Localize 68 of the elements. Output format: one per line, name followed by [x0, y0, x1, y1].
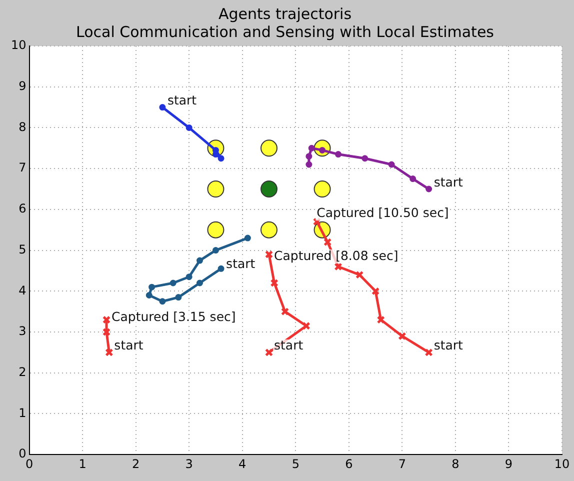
y-tick-label: 6 — [18, 202, 26, 216]
point — [146, 292, 152, 298]
y-tick-label: 0 — [18, 446, 26, 461]
y-tick-label: 7 — [18, 160, 26, 175]
y-tick-label: 2 — [18, 365, 26, 380]
point — [212, 247, 219, 254]
x-tick-label: 3 — [185, 456, 193, 471]
point — [308, 144, 315, 152]
point — [218, 265, 224, 272]
annotation: start — [434, 338, 464, 353]
x-tick-label: 6 — [345, 456, 353, 471]
point — [186, 274, 192, 280]
point — [410, 176, 416, 182]
x-tick-label: 7 — [398, 456, 406, 471]
point — [335, 151, 342, 158]
point — [207, 221, 224, 238]
annotation: start — [226, 256, 256, 271]
point — [270, 278, 278, 288]
point — [376, 316, 385, 324]
x-tick-label: 1 — [78, 456, 86, 471]
point — [371, 287, 380, 296]
point — [260, 180, 278, 198]
point — [314, 180, 331, 198]
x-tick-label: 10 — [554, 456, 570, 471]
point — [175, 294, 182, 301]
point — [280, 308, 290, 316]
y-tick-label: 9 — [18, 78, 26, 93]
point — [355, 270, 364, 279]
y-tick-label: 3 — [18, 324, 26, 338]
point — [159, 298, 166, 305]
point — [244, 234, 251, 242]
point — [260, 140, 278, 157]
annotation: start — [434, 174, 464, 190]
x-tick-label: 8 — [452, 456, 460, 471]
point — [102, 328, 111, 336]
point — [196, 257, 203, 264]
y-tick-label: 10 — [10, 38, 26, 52]
x-tick-label: 9 — [504, 456, 513, 471]
point — [186, 124, 192, 131]
x-tick-label: 4 — [238, 456, 246, 471]
point — [207, 180, 224, 198]
point — [324, 238, 332, 246]
point — [362, 155, 368, 162]
x-tick-label: 5 — [292, 456, 300, 471]
point — [159, 104, 166, 111]
point — [398, 332, 406, 340]
point — [306, 153, 312, 160]
point — [218, 155, 224, 162]
x-tick-label: 2 — [132, 456, 140, 471]
annotation: Captured [8.08 sec] — [274, 248, 398, 263]
point — [334, 262, 342, 271]
annotation: start — [167, 92, 197, 108]
point — [306, 161, 312, 168]
annotation: Captured [10.50 sec] — [316, 204, 449, 220]
point — [260, 221, 278, 238]
annotation: start — [274, 338, 304, 353]
point — [426, 186, 432, 192]
annotation: Captured [3.15 sec] — [112, 309, 236, 324]
point — [196, 280, 203, 286]
y-tick-label: 8 — [18, 120, 26, 134]
y-tick-label: 5 — [18, 242, 26, 256]
point — [388, 161, 395, 168]
y-tick-label: 1 — [18, 406, 26, 420]
annotation: start — [114, 338, 144, 353]
point — [148, 284, 156, 290]
y-tick-label: 4 — [18, 283, 26, 298]
chart-title: Agents trajectoris Local Communication and Sensing with Local Estimates — [76, 4, 494, 41]
point — [170, 280, 176, 286]
